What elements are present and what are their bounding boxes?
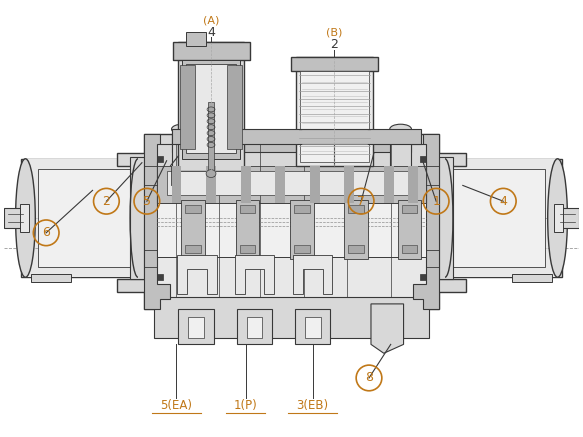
Bar bbox=[296, 57, 373, 166]
Ellipse shape bbox=[16, 159, 36, 277]
Bar bbox=[31, 274, 71, 282]
Bar bbox=[26, 159, 139, 277]
Bar bbox=[182, 60, 240, 159]
Bar bbox=[291, 57, 378, 71]
Bar bbox=[173, 42, 250, 60]
Bar bbox=[240, 205, 255, 213]
Bar bbox=[38, 169, 132, 267]
Bar bbox=[554, 204, 564, 232]
Bar bbox=[236, 200, 259, 260]
Bar bbox=[178, 309, 214, 344]
Bar bbox=[3, 208, 26, 228]
Text: (A): (A) bbox=[203, 16, 219, 25]
Bar bbox=[557, 208, 580, 228]
Ellipse shape bbox=[206, 170, 216, 177]
Bar bbox=[275, 166, 285, 203]
Bar bbox=[348, 205, 364, 213]
Bar bbox=[167, 170, 416, 195]
Polygon shape bbox=[413, 134, 439, 309]
Bar bbox=[305, 317, 321, 338]
Text: 8: 8 bbox=[365, 371, 373, 385]
Bar bbox=[345, 166, 354, 203]
Bar bbox=[512, 274, 552, 282]
Bar bbox=[157, 274, 163, 280]
Text: 7: 7 bbox=[357, 195, 365, 208]
Ellipse shape bbox=[389, 124, 412, 134]
Ellipse shape bbox=[547, 159, 567, 277]
Bar bbox=[247, 317, 262, 338]
Bar bbox=[157, 156, 163, 162]
Bar bbox=[240, 245, 255, 253]
Bar bbox=[237, 309, 272, 344]
Bar bbox=[22, 159, 138, 277]
Bar bbox=[398, 200, 422, 260]
Bar bbox=[402, 245, 417, 253]
Text: 5: 5 bbox=[143, 195, 151, 208]
Bar bbox=[384, 166, 394, 203]
Bar bbox=[345, 200, 368, 260]
Bar bbox=[188, 317, 204, 338]
Text: 4: 4 bbox=[499, 195, 507, 208]
Bar bbox=[187, 64, 236, 153]
Bar bbox=[294, 245, 310, 253]
Text: 5(EA): 5(EA) bbox=[160, 399, 192, 412]
Text: 4: 4 bbox=[207, 26, 215, 39]
Bar bbox=[187, 32, 206, 46]
Bar bbox=[294, 205, 310, 213]
Bar bbox=[180, 65, 195, 149]
Polygon shape bbox=[235, 254, 274, 294]
Text: 2: 2 bbox=[331, 38, 338, 51]
Bar bbox=[157, 166, 426, 203]
Bar bbox=[310, 166, 319, 203]
Bar bbox=[295, 309, 331, 344]
Bar bbox=[171, 129, 422, 144]
Text: 3(EB): 3(EB) bbox=[297, 399, 329, 412]
Bar bbox=[185, 245, 201, 253]
Bar bbox=[409, 166, 419, 203]
Bar bbox=[178, 42, 244, 170]
Bar bbox=[389, 129, 412, 193]
Bar bbox=[300, 71, 369, 162]
Polygon shape bbox=[177, 254, 217, 294]
Polygon shape bbox=[293, 254, 332, 294]
Text: 1: 1 bbox=[432, 195, 440, 208]
Polygon shape bbox=[117, 134, 466, 309]
Bar bbox=[181, 200, 205, 260]
Bar bbox=[130, 157, 144, 279]
Bar bbox=[439, 157, 453, 279]
Ellipse shape bbox=[171, 124, 194, 134]
Bar bbox=[241, 166, 251, 203]
Bar bbox=[227, 65, 241, 149]
Text: 1(P): 1(P) bbox=[234, 399, 258, 412]
Bar bbox=[154, 297, 429, 338]
Bar bbox=[208, 101, 214, 176]
Bar bbox=[157, 144, 426, 203]
Bar bbox=[185, 205, 201, 213]
Bar bbox=[445, 159, 560, 277]
Bar bbox=[206, 166, 216, 203]
Bar bbox=[402, 205, 417, 213]
Bar bbox=[154, 144, 429, 297]
Bar bbox=[445, 159, 561, 277]
Polygon shape bbox=[371, 304, 403, 353]
Text: (B): (B) bbox=[326, 28, 343, 38]
Bar bbox=[290, 200, 314, 260]
Bar bbox=[171, 129, 194, 193]
Bar bbox=[420, 156, 426, 162]
Polygon shape bbox=[144, 134, 170, 309]
Bar bbox=[451, 169, 545, 267]
Bar bbox=[348, 245, 364, 253]
Bar bbox=[157, 203, 426, 257]
Text: 6: 6 bbox=[42, 226, 50, 239]
Bar bbox=[19, 204, 29, 232]
Bar bbox=[171, 166, 181, 203]
Bar bbox=[171, 134, 412, 152]
Bar bbox=[420, 274, 426, 280]
Text: 2: 2 bbox=[103, 195, 110, 208]
